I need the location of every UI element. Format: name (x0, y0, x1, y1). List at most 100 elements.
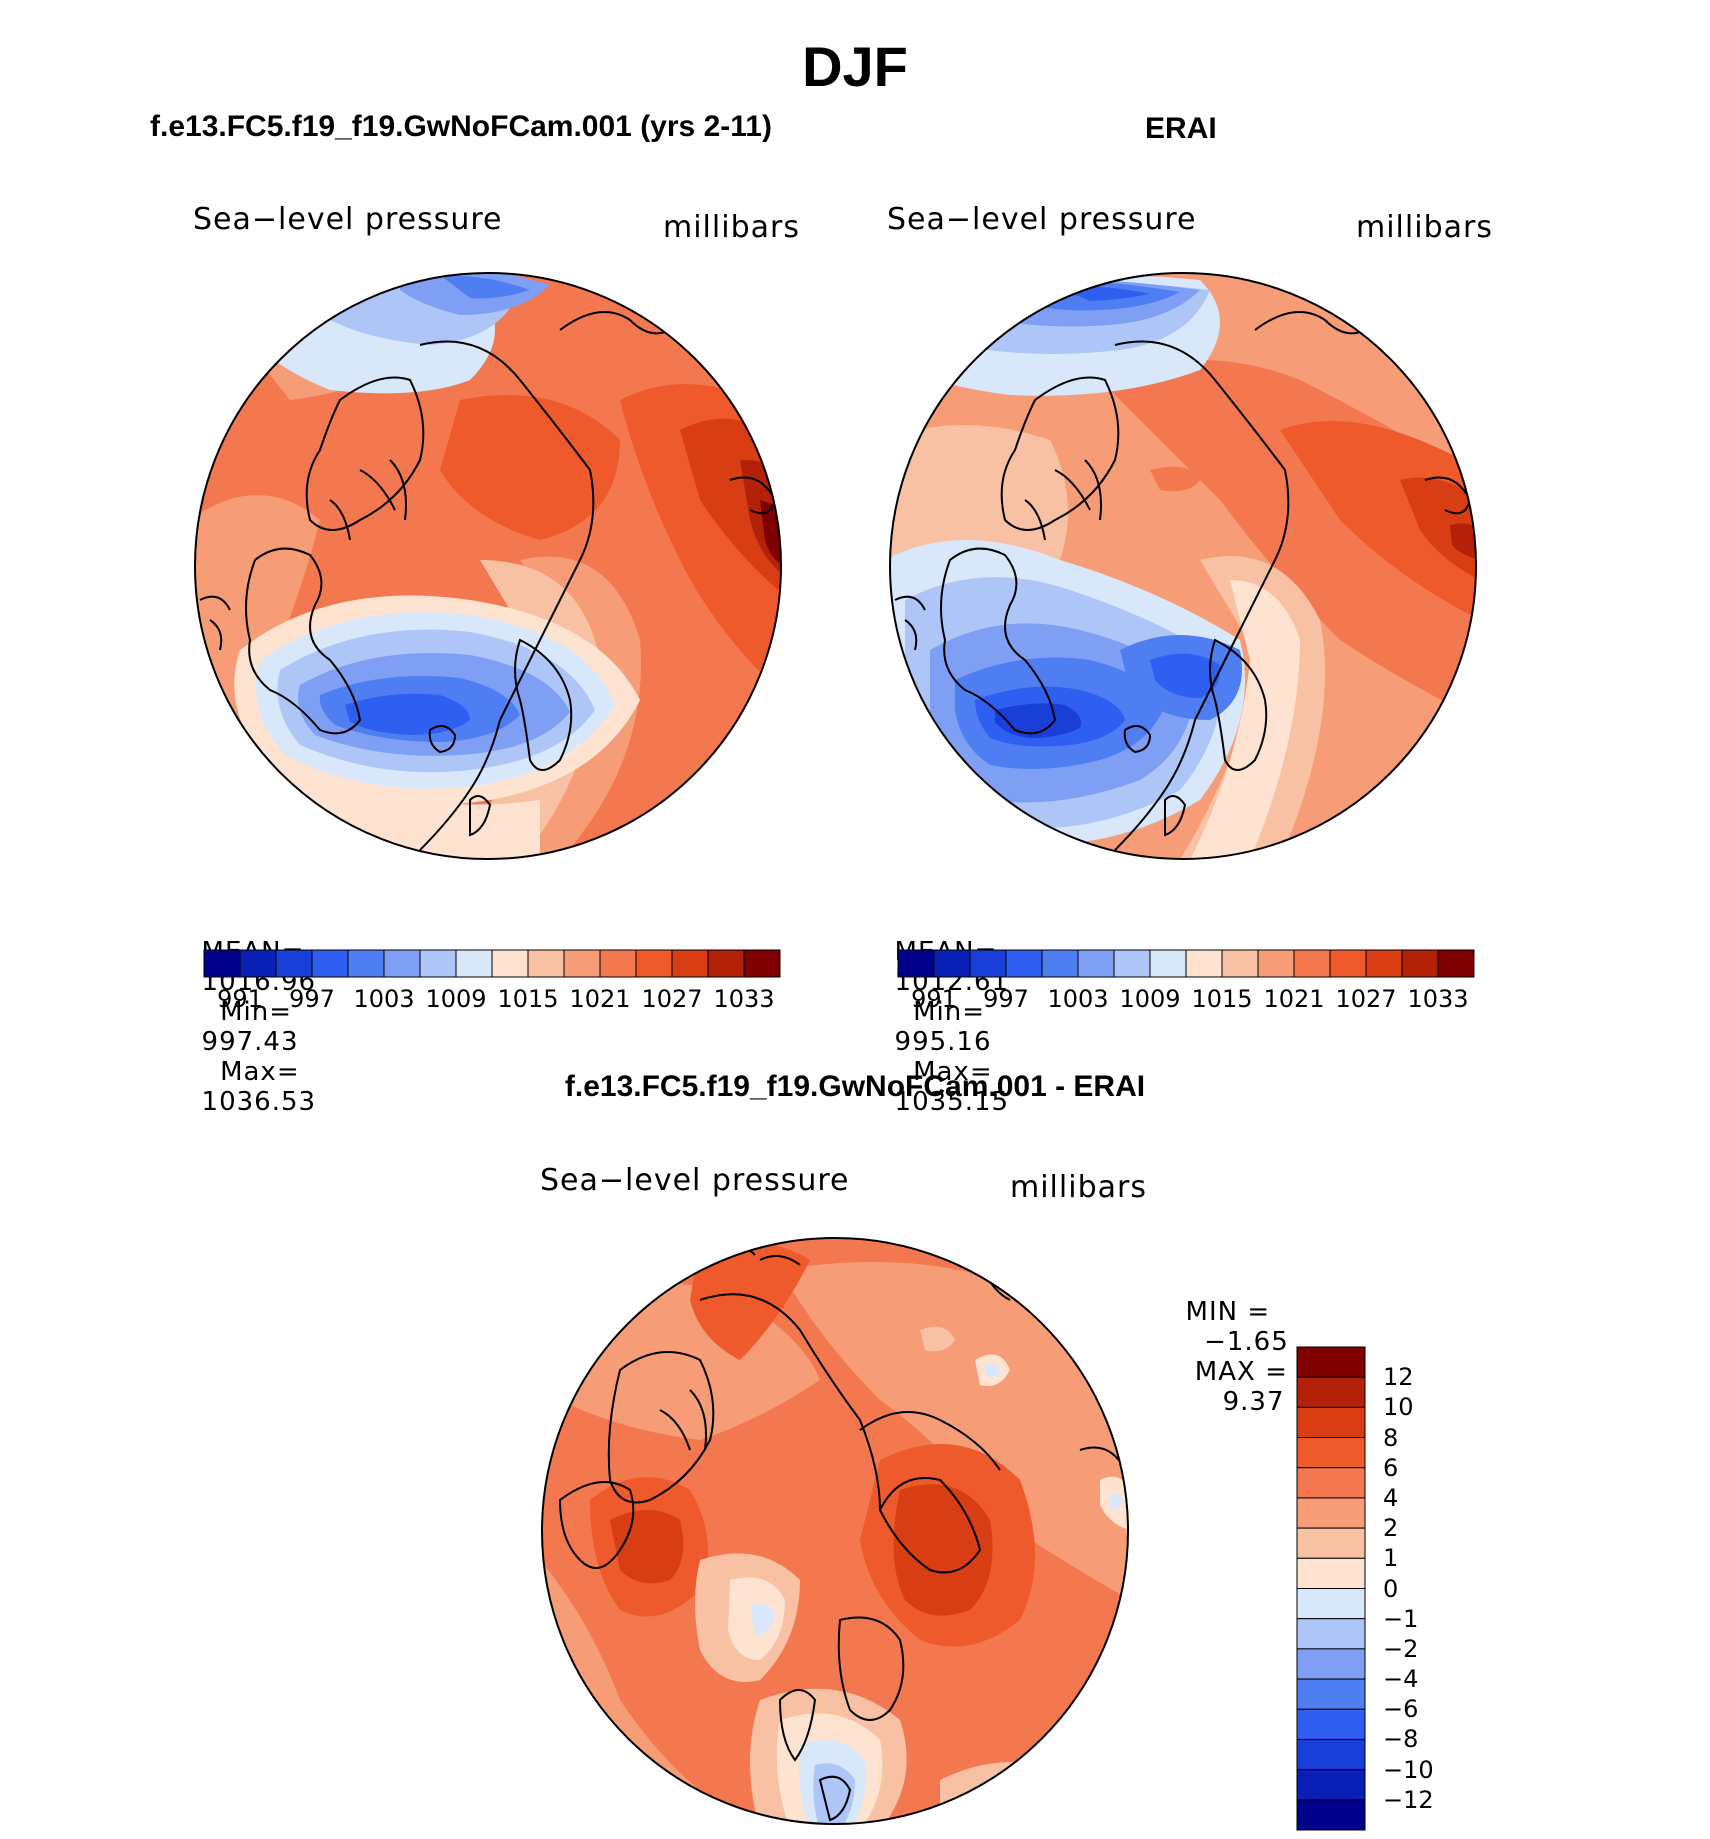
right-colorbar-swatch (1077, 949, 1115, 978)
right-colorbar-swatch (1149, 949, 1187, 978)
left-variable-label: Sea−level pressure (193, 202, 503, 237)
left-max-value: 1036.53 (201, 1087, 317, 1117)
left-max-label: Max= (220, 1057, 300, 1087)
difference-colorbar-swatch (1296, 1376, 1366, 1408)
left-colorbar-swatch (707, 949, 745, 978)
right-colorbar-tick-label: 997 (983, 985, 1029, 1013)
diff-max-label: MAX = (1194, 1357, 1288, 1387)
difference-colorbar (1296, 1346, 1366, 1831)
left-units-label: millibars (663, 210, 800, 245)
left-colorbar-swatch (347, 949, 385, 978)
difference-colorbar-tick-label: 1 (1383, 1544, 1399, 1573)
left-polar-map (194, 272, 782, 860)
difference-colorbar-swatch (1296, 1467, 1366, 1499)
right-colorbar-swatch (933, 949, 971, 978)
difference-colorbar-tick-label: 6 (1383, 1453, 1399, 1482)
right-colorbar-tick-label: 991 (911, 985, 957, 1013)
difference-colorbar-tick-label: −12 (1383, 1785, 1434, 1814)
right-panel-title: ERAI (1145, 112, 1217, 145)
difference-panel-title: f.e13.FC5.f19_f19.GwNoFCam.001 - ERAI (564, 1070, 1146, 1103)
difference-colorbar-tick-label: −8 (1383, 1725, 1419, 1754)
difference-colorbar-swatch (1296, 1588, 1366, 1620)
difference-colorbar-swatch (1296, 1557, 1366, 1589)
left-colorbar-swatch (491, 949, 529, 978)
right-colorbar-swatch (1185, 949, 1223, 978)
difference-colorbar-swatch (1296, 1799, 1366, 1831)
left-colorbar-swatch (203, 949, 241, 978)
left-colorbar-tick-label: 997 (289, 985, 335, 1013)
diff-max-value: 9.37 (1222, 1387, 1285, 1417)
left-colorbar-swatch (419, 949, 457, 978)
right-polar-map (889, 272, 1477, 860)
difference-colorbar-tick-label: −10 (1383, 1755, 1434, 1784)
difference-colorbar-swatch (1296, 1708, 1366, 1740)
left-colorbar-swatch (563, 949, 601, 978)
right-colorbar-tick-label: 1003 (1047, 985, 1109, 1013)
difference-colorbar-tick-label: 8 (1383, 1423, 1399, 1452)
right-colorbar-swatch (1005, 949, 1043, 978)
difference-colorbar-tick-label: 4 (1383, 1483, 1399, 1512)
right-colorbar-swatch (969, 949, 1007, 978)
left-colorbar-swatch (239, 949, 277, 978)
left-colorbar-tick-label: 1015 (497, 985, 559, 1013)
difference-colorbar-swatch (1296, 1648, 1366, 1680)
difference-colorbar-tick-label: −4 (1383, 1665, 1419, 1694)
left-colorbar-tick-label: 1009 (425, 985, 487, 1013)
left-colorbar-swatch (383, 949, 421, 978)
difference-colorbar-tick-label: −2 (1383, 1634, 1419, 1663)
right-colorbar-tick-label: 1009 (1119, 985, 1181, 1013)
difference-colorbar-swatch (1296, 1346, 1366, 1378)
left-colorbar-tick-label: 1027 (641, 985, 703, 1013)
right-colorbar-swatch (1329, 949, 1367, 978)
left-colorbar-tick-label: 991 (217, 985, 263, 1013)
right-colorbar-tick-label: 1021 (1263, 985, 1325, 1013)
right-units-label: millibars (1356, 210, 1493, 245)
right-colorbar-tick-label: 1015 (1191, 985, 1253, 1013)
difference-colorbar-swatch (1296, 1527, 1366, 1559)
right-max-label: Max= (913, 1057, 993, 1087)
diff-minmax: MIN = −1.65 MAX = 9.37 (1167, 1267, 1289, 1417)
right-colorbar-tick-label: 1027 (1335, 985, 1397, 1013)
right-max-value: 1035.15 (894, 1087, 1010, 1117)
diff-units-label: millibars (1010, 1170, 1147, 1205)
main-title: DJF (802, 35, 908, 98)
left-colorbar-swatch (743, 949, 781, 978)
right-colorbar-swatch (1113, 949, 1151, 978)
difference-colorbar-tick-label: −6 (1383, 1695, 1419, 1724)
left-colorbar-swatch (275, 949, 313, 978)
right-colorbar-swatch (1041, 949, 1079, 978)
difference-colorbar-tick-label: 12 (1383, 1363, 1414, 1392)
right-colorbar-swatch (1257, 949, 1295, 978)
left-colorbar-swatch (671, 949, 709, 978)
diff-min-value: −1.65 (1204, 1327, 1289, 1357)
difference-colorbar-swatch (1296, 1678, 1366, 1710)
diff-min-label: MIN = (1185, 1297, 1271, 1327)
right-colorbar-swatch (1437, 949, 1475, 978)
right-colorbar-swatch (1221, 949, 1259, 978)
left-colorbar-swatch (599, 949, 637, 978)
difference-colorbar-swatch (1296, 1769, 1366, 1801)
right-min-value: 995.16 (894, 1027, 992, 1057)
left-colorbar-tick-label: 1003 (353, 985, 415, 1013)
left-panel-title: f.e13.FC5.f19_f19.GwNoFCam.001 (yrs 2-11… (150, 110, 772, 143)
difference-colorbar-swatch (1296, 1738, 1366, 1771)
left-colorbar-swatch (311, 949, 349, 978)
left-colorbar-tick-label: 1021 (569, 985, 631, 1013)
difference-colorbar-swatch (1296, 1406, 1366, 1439)
difference-colorbar-swatch (1296, 1437, 1366, 1469)
left-colorbar (203, 949, 781, 978)
left-colorbar-swatch (527, 949, 565, 978)
left-colorbar-tick-label: 1033 (713, 985, 775, 1013)
right-colorbar-swatch (897, 949, 935, 978)
right-colorbar (897, 949, 1475, 978)
left-colorbar-swatch (455, 949, 493, 978)
left-min-label: Min= (220, 997, 292, 1027)
right-colorbar-swatch (1365, 949, 1403, 978)
right-colorbar-swatch (1293, 949, 1331, 978)
right-colorbar-tick-label: 1033 (1407, 985, 1469, 1013)
diff-variable-label: Sea−level pressure (540, 1163, 850, 1198)
left-min-value: 997.43 (201, 1027, 299, 1057)
difference-polar-map (541, 1237, 1129, 1825)
difference-colorbar-tick-label: 2 (1383, 1514, 1399, 1543)
